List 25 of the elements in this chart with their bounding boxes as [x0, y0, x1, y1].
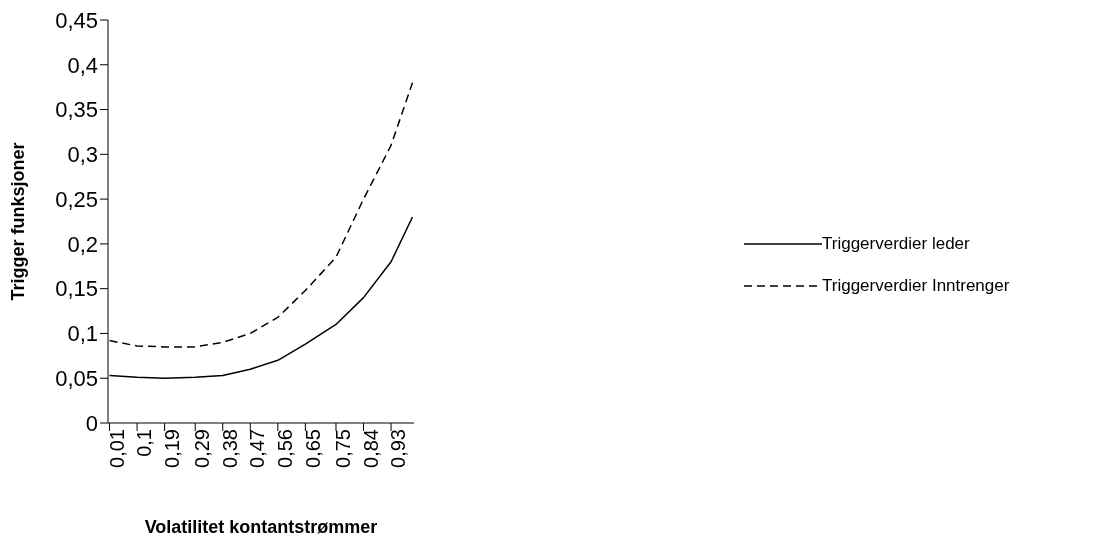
- x-tick-label: 0,19: [160, 429, 183, 468]
- y-tick-label: 0,3: [67, 142, 98, 168]
- x-tick-label: 0,56: [274, 429, 297, 468]
- y-tick-label: 0,15: [55, 276, 98, 302]
- y-tick-label: 0: [85, 410, 98, 436]
- y-tick-label: 0,4: [67, 52, 98, 78]
- x-tick-label: 0,01: [105, 429, 128, 468]
- x-tick-label: 0,65: [301, 429, 324, 468]
- y-tick-label: 0,1: [67, 321, 98, 347]
- x-tick-label: 0,93: [387, 429, 410, 468]
- y-tick-label: 0,25: [55, 186, 98, 212]
- x-tick-label: 0,38: [218, 429, 241, 468]
- x-tick-label: 0,47: [246, 429, 269, 468]
- legend-label: Triggerverdier Inntrenger: [822, 275, 1010, 296]
- x-tick-label: 0,1: [133, 429, 156, 457]
- x-tick-label: 0,75: [332, 429, 355, 468]
- y-tick-label: 0,05: [55, 366, 98, 392]
- y-tick-label: 0,45: [55, 7, 98, 33]
- legend-label: Triggerverdier leder: [822, 233, 970, 254]
- y-axis-title: Trigger funksjoner: [8, 142, 29, 301]
- x-tick-label: 0,84: [359, 429, 382, 468]
- x-axis-title: Volatilitet kontantstrømmer: [144, 517, 378, 537]
- y-tick-label: 0,35: [55, 97, 98, 123]
- y-tick-label: 0,2: [67, 231, 98, 257]
- x-tick-label: 0,29: [191, 429, 214, 468]
